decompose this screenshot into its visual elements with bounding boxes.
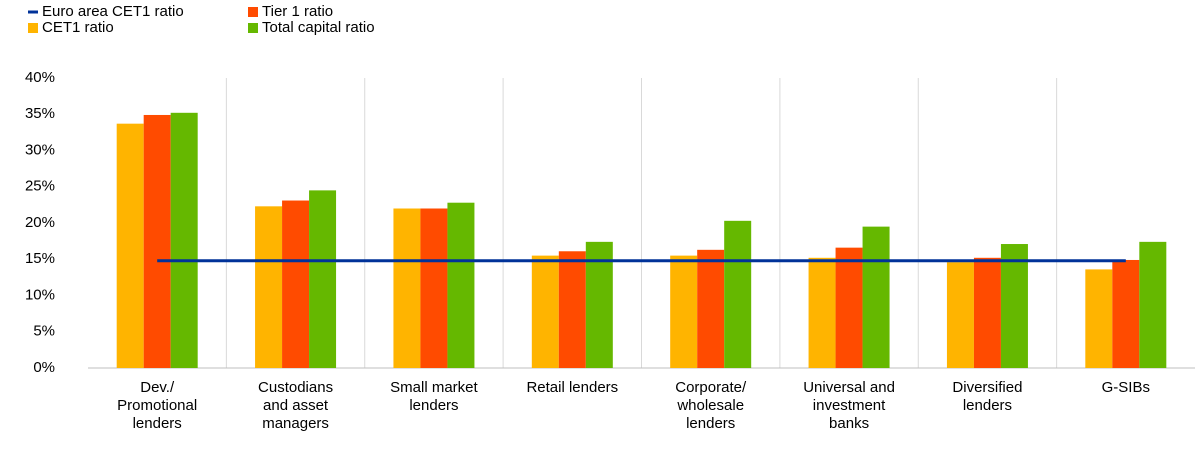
legend-swatch	[28, 23, 38, 33]
bar	[835, 247, 863, 368]
bar	[1112, 259, 1140, 368]
bar	[973, 257, 1001, 368]
y-tick-label: 15%	[25, 250, 55, 267]
x-tick-label: Promotional	[117, 397, 197, 414]
x-tick-label: lenders	[686, 415, 735, 432]
bar	[724, 220, 752, 368]
bar	[393, 208, 421, 368]
legend-label: Tier 1 ratio	[262, 3, 333, 20]
y-tick-label: 30%	[25, 141, 55, 158]
bar	[1000, 244, 1028, 368]
y-tick-label: 0%	[33, 359, 55, 376]
bar	[420, 208, 448, 368]
legend-swatch	[248, 7, 258, 17]
bar	[531, 255, 559, 368]
bar	[585, 241, 613, 368]
x-tick-label: lenders	[133, 415, 182, 432]
legend-swatch	[28, 10, 38, 14]
x-tick-label: managers	[262, 415, 329, 432]
bar	[447, 202, 475, 368]
bar	[255, 206, 283, 368]
x-tick-label: Small market	[390, 379, 478, 396]
x-tick-label: Diversified	[952, 379, 1022, 396]
bar	[862, 226, 890, 368]
bar	[697, 249, 725, 368]
y-tick-label: 5%	[33, 323, 55, 340]
bar	[309, 190, 337, 368]
bar	[1139, 241, 1167, 368]
x-tick-label: Retail lenders	[526, 379, 618, 396]
bar	[116, 123, 144, 368]
y-tick-label: 40%	[25, 69, 55, 86]
bar	[808, 257, 836, 368]
x-tick-label: G-SIBs	[1102, 379, 1150, 396]
x-tick-label: investment	[813, 397, 886, 414]
legend-label: Total capital ratio	[262, 19, 375, 36]
bar	[670, 255, 698, 368]
x-tick-label: wholesale	[676, 397, 744, 414]
bar	[282, 200, 310, 368]
y-tick-label: 10%	[25, 286, 55, 303]
y-tick-label: 20%	[25, 214, 55, 231]
bar	[558, 251, 586, 368]
x-tick-label: Custodians	[258, 379, 333, 396]
x-tick-label: Dev./	[140, 379, 175, 396]
legend-label: CET1 ratio	[42, 19, 114, 36]
x-tick-label: and asset	[263, 397, 329, 414]
x-tick-label: lenders	[963, 397, 1012, 414]
y-tick-label: 25%	[25, 178, 55, 195]
y-tick-label: 35%	[25, 105, 55, 122]
x-tick-label: lenders	[409, 397, 458, 414]
x-tick-label: Universal and	[803, 379, 895, 396]
bar	[170, 112, 198, 368]
bar	[946, 262, 974, 368]
legend-label: Euro area CET1 ratio	[42, 3, 184, 20]
bar	[143, 114, 171, 368]
bar	[1085, 269, 1113, 368]
x-tick-label: Corporate/	[675, 379, 747, 396]
x-tick-label: banks	[829, 415, 869, 432]
legend-swatch	[248, 23, 258, 33]
